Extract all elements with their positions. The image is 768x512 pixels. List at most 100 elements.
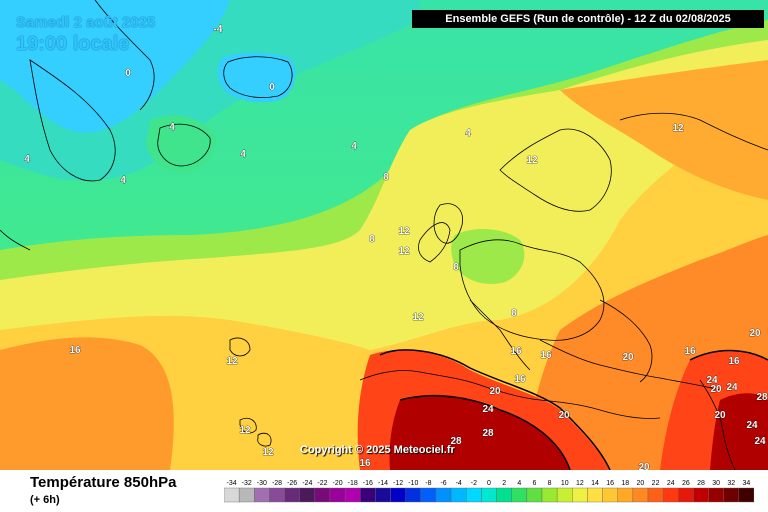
legend-swatch <box>587 487 603 503</box>
legend-tick-label: 10 <box>561 480 569 487</box>
isotherm-label: 16 <box>514 374 526 385</box>
isotherm-label: 4 <box>465 128 471 139</box>
legend-tick-label: -20 <box>333 480 343 487</box>
legend-swatch <box>723 487 740 503</box>
isotherm-label: 4 <box>351 141 357 152</box>
legend-swatch <box>466 487 482 503</box>
band-28-sahara <box>389 394 570 470</box>
legend-swatch <box>344 487 361 503</box>
isotherm-label: 16 <box>728 356 740 367</box>
isotherm-label: 8 <box>369 234 375 245</box>
coastlines <box>0 0 768 470</box>
legend-tick-label: -6 <box>440 480 446 487</box>
legend-tick-label: -4 <box>456 480 462 487</box>
isotherm-label: 20 <box>710 384 722 395</box>
isotherm-label: 8 <box>453 262 459 273</box>
legend-tick-label: -32 <box>242 480 252 487</box>
legend-tick-label: 12 <box>576 480 584 487</box>
legend-swatch <box>390 487 406 503</box>
legend-tick-label: 34 <box>743 480 751 487</box>
legend-tick-label: 0 <box>487 480 491 487</box>
legend-tick-label: 16 <box>606 480 614 487</box>
legend-swatch <box>738 487 754 503</box>
isotherm-label: 16 <box>684 346 696 357</box>
legend-swatch <box>435 487 452 503</box>
isotherm-label: 24 <box>482 404 494 415</box>
band-28-east <box>710 393 768 470</box>
isotherm-label: 24 <box>706 375 718 386</box>
legend-tick-label: 20 <box>637 480 645 487</box>
isotherm-label: 16 <box>69 345 81 356</box>
isotherm-label: 16 <box>510 346 522 357</box>
isotherm-labels: -4 0 0 4 4 4 4 4 4 8 8 8 8 12 12 12 12 12 12 12 12 16 16 16 16 16… <box>24 24 768 470</box>
temperature-map: -4 0 0 4 4 4 4 4 4 8 8 8 8 12 12 12 12 12 12 12 12 16 16 16 16 16… <box>0 0 768 470</box>
isotherm-label: -4 <box>214 24 223 35</box>
isotherm-label: 20 <box>714 410 726 421</box>
isotherm-label: 4 <box>240 149 246 160</box>
isotherm-label: 4 <box>24 154 30 165</box>
isotherm-label: 20 <box>638 462 650 470</box>
legend-swatch <box>481 487 497 503</box>
legend-tick-label: -30 <box>257 480 267 487</box>
legend-tick-label: 26 <box>682 480 690 487</box>
footer-bar: Température 850hPa (+ 6h) -34 -32 -30 -28 -2… <box>0 470 768 512</box>
model-title: Ensemble GEFS (Run de contrôle) - 12 Z d… <box>412 10 764 28</box>
legend-tick-label: -14 <box>378 480 388 487</box>
legend-swatch <box>329 487 346 503</box>
isotherm-label: 28 <box>756 392 768 403</box>
color-scale-legend: -34 -32 -30 -28 -26 -24 -22 -20 -18 -16 -14 -12 -10-… <box>224 480 754 503</box>
legend-swatch <box>299 487 316 503</box>
legend-tick-label: 28 <box>697 480 705 487</box>
legend-swatch <box>511 487 528 503</box>
isotherm-label: 16 <box>540 350 552 361</box>
isotherm-label: 12 <box>526 155 538 166</box>
legend-tick-label: 8 <box>548 480 552 487</box>
legend-swatch <box>572 487 588 503</box>
band-20-northeast <box>560 60 768 200</box>
legend-swatch <box>450 487 467 503</box>
legend-swatch <box>647 487 664 503</box>
isotherm-label: 8 <box>383 172 389 183</box>
legend-swatch <box>360 487 376 503</box>
isotherm-label: 0 <box>269 82 275 93</box>
band-zero-core <box>0 0 230 133</box>
legend-tick-label: 6 <box>532 480 536 487</box>
band-20 <box>0 337 174 470</box>
isotherm-label: 8 <box>511 308 517 319</box>
isotherm-label: 28 <box>482 428 494 439</box>
legend-swatch <box>420 487 437 503</box>
legend-swatch <box>556 487 573 503</box>
legend-tick-label: -28 <box>272 480 282 487</box>
legend-tick-label: 18 <box>621 480 629 487</box>
legend-tick-label: -26 <box>287 480 297 487</box>
legend-swatch <box>526 487 543 503</box>
legend-tick-label: -12 <box>393 480 403 487</box>
isotherm-label: 20 <box>749 328 761 339</box>
forecast-offset: (+ 6h) <box>30 494 60 506</box>
legend-swatch <box>284 487 300 503</box>
legend-tick-label: 30 <box>712 480 720 487</box>
isotherm-label: 12 <box>239 425 251 436</box>
legend-tick-label: -18 <box>348 480 358 487</box>
legend-swatch <box>632 487 649 503</box>
legend-swatch <box>405 487 422 503</box>
legend-tick-label: 22 <box>652 480 660 487</box>
legend-tick-label: 2 <box>502 480 506 487</box>
legend-swatch <box>238 487 255 503</box>
legend-tick-label: 32 <box>727 480 735 487</box>
legend-tick-label: -8 <box>425 480 431 487</box>
isotherm-label: 12 <box>398 246 410 257</box>
copyright-notice: Copyright © 2025 Meteociel.fr <box>300 444 455 456</box>
isotherm-label: 16 <box>359 458 371 469</box>
legend-swatch <box>254 487 270 503</box>
isotherm-label: 0 <box>125 68 131 79</box>
isotherm-label: 20 <box>558 410 570 421</box>
legend-swatch <box>617 487 634 503</box>
legend-swatch <box>708 487 724 503</box>
legend-swatch <box>375 487 391 503</box>
legend-swatch <box>314 487 331 503</box>
isotherm-label: 24 <box>754 436 766 447</box>
legend-tick-label: -34 <box>227 480 237 487</box>
legend-tick-label: -16 <box>363 480 373 487</box>
